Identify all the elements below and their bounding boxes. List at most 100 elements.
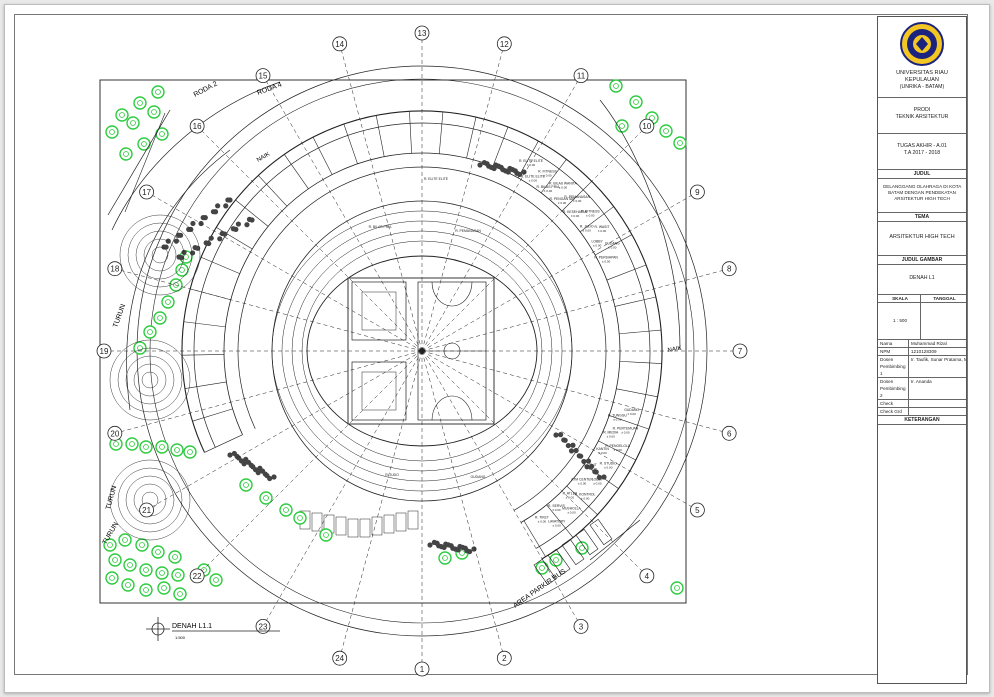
shrub (512, 168, 518, 174)
tree (143, 325, 157, 339)
tahun-value: T.A 2017 - 2018 (903, 150, 941, 156)
room-label: R. PENGANTAR (549, 197, 575, 201)
contour (109, 339, 191, 421)
tree (161, 295, 175, 309)
building-inner-wall (193, 122, 651, 549)
info-row: NPM 1210128309 (878, 348, 966, 356)
corridor-outer (223, 152, 621, 523)
room-label: R. PEMANASAN (455, 229, 481, 233)
room-partition (409, 111, 412, 154)
room-level: ± 0.00 (544, 189, 553, 193)
room-partition (235, 199, 269, 227)
tree-core (139, 542, 145, 548)
road-arrow (124, 112, 166, 213)
shrub (592, 469, 598, 475)
tree-core (442, 555, 448, 561)
tree-core (155, 549, 161, 555)
shrub (581, 458, 587, 465)
shrub (521, 169, 527, 175)
skala-value: 1 : 500 (878, 303, 921, 339)
grid-axis (196, 125, 423, 352)
room-partition (517, 140, 539, 178)
room-level: ± 0.00 (583, 228, 592, 232)
tree (139, 440, 153, 454)
tugas-section: TUGAS AKHIR - A.01 T.A 2017 - 2018 (878, 134, 966, 170)
tree (133, 341, 147, 355)
volley-court-inner (361, 371, 397, 411)
tree-core (263, 495, 269, 501)
volley-court-inner (361, 291, 397, 331)
grid-axis (114, 268, 423, 352)
grid-bubble (573, 68, 589, 84)
room-level: ± 0.00 (627, 412, 636, 416)
tree-core (174, 447, 180, 453)
shrub (477, 162, 483, 168)
grid-bubble-label: 5 (695, 506, 700, 515)
grid-bubble-label: 20 (110, 429, 119, 438)
tree (659, 124, 673, 138)
room-label: R. JUDO (385, 473, 399, 477)
room-partition (614, 296, 656, 307)
tree (168, 550, 182, 564)
room-level: ± 0.00 (581, 497, 590, 501)
shrub (244, 222, 250, 228)
shrub (255, 470, 261, 476)
site-boundary (99, 79, 687, 604)
grid-axis (146, 191, 423, 352)
tree-core (137, 345, 143, 351)
contour (117, 467, 183, 533)
tree-core (137, 100, 143, 106)
tree (615, 119, 629, 133)
shrub (568, 448, 575, 454)
tree (239, 478, 253, 492)
grid-bubble (189, 568, 205, 584)
room-partition (312, 137, 333, 175)
road-label-naik-2: NAIK (667, 346, 682, 354)
tree-core (143, 567, 149, 573)
contour (117, 347, 183, 413)
grid-bubble (639, 568, 655, 584)
room-level: ± 0.00 (553, 523, 562, 527)
room-partition (595, 234, 633, 256)
basketball-key (431, 281, 473, 307)
tree-core (157, 315, 163, 321)
plan-scale: 1:500 (175, 635, 186, 640)
tree (629, 95, 643, 109)
tree (153, 311, 167, 325)
drawing-frame (14, 14, 968, 675)
shrub (455, 547, 461, 553)
room-label: KANTIN (596, 447, 609, 451)
grid-axis (339, 43, 423, 352)
judul-label: JUDUL (878, 170, 966, 179)
tree-core (619, 123, 625, 129)
shrub (434, 540, 440, 546)
info-row-key: Check (878, 400, 909, 407)
road-label-roda4: RODA 4 (256, 81, 283, 96)
room-label: LOBBY (592, 477, 604, 481)
judul-value: GELANGGANG OLAHRAGA DI KOTA BATAM DENGAN… (878, 179, 966, 213)
grid-bubble (139, 184, 155, 200)
shrub (517, 171, 523, 178)
shrub (248, 462, 254, 468)
grid-axis (421, 350, 648, 577)
rooms: R. ELITE ELITE± 0.00R. ELITE ELITE± 0.00… (369, 159, 640, 527)
grid-axis (421, 350, 505, 659)
shrub (223, 203, 229, 209)
shrub (498, 164, 504, 170)
grid-bubble (721, 261, 737, 277)
tree-core (109, 129, 115, 135)
room-level: ± 0.00 (593, 481, 602, 485)
room-partition (183, 321, 226, 328)
room-level: ± 0.00 (604, 465, 613, 469)
tree (139, 563, 153, 577)
shrub (441, 544, 447, 551)
shrub (225, 197, 231, 203)
grid-bubble-label: 14 (335, 40, 344, 49)
room-label: R. JUDO (580, 224, 594, 228)
skala-value-row: 1 : 500 (878, 303, 966, 340)
tree-core (159, 570, 165, 576)
room-level: ± 0.00 (578, 482, 587, 486)
room-label: GUDANG (605, 242, 620, 246)
grid-bubble-label: 8 (727, 265, 732, 274)
stair-block (311, 512, 323, 532)
